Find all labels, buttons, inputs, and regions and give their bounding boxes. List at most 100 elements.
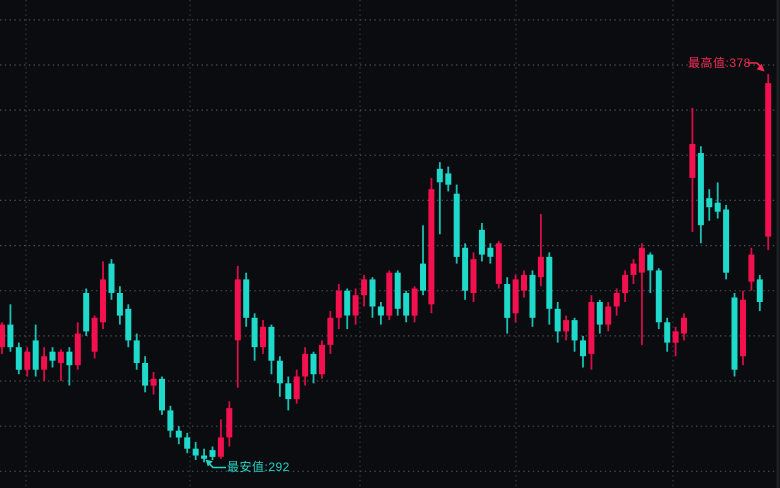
candle-body-up	[428, 189, 435, 305]
candle	[420, 225, 426, 296]
candle	[487, 243, 494, 264]
candle-body-up	[57, 351, 64, 363]
candle	[268, 324, 275, 375]
candle-body-up	[630, 263, 637, 275]
candle	[175, 426, 182, 445]
candle-body-down	[32, 340, 39, 370]
candle	[49, 347, 56, 368]
candle	[731, 293, 738, 377]
candle	[580, 335, 586, 368]
candle	[335, 284, 342, 330]
candle-body-down	[159, 378, 165, 411]
candle-body-up	[638, 247, 645, 273]
candle	[251, 313, 258, 361]
candle	[681, 313, 687, 341]
candle-body-up	[672, 331, 679, 343]
candle	[630, 259, 637, 284]
candle	[24, 347, 31, 377]
candle-body-down	[647, 254, 654, 271]
candle-body-down	[756, 279, 763, 302]
candle	[74, 322, 81, 370]
candle	[319, 340, 325, 379]
candle	[706, 189, 713, 221]
candle-body-up	[740, 299, 746, 357]
candle	[647, 252, 654, 293]
candle	[159, 376, 165, 415]
candle-body-down	[723, 209, 730, 273]
candle	[83, 288, 90, 336]
candle	[689, 107, 696, 232]
candle	[133, 333, 140, 370]
candle	[310, 351, 317, 384]
candle	[276, 356, 283, 397]
candle	[32, 324, 39, 377]
candle-body-up	[748, 254, 755, 282]
lowest-value-annotation: 最安值:292	[227, 460, 290, 474]
candle	[201, 448, 208, 463]
candle	[478, 223, 485, 262]
candle	[7, 304, 14, 352]
candles-layer	[0, 74, 772, 463]
candle-body-down	[453, 193, 460, 257]
candle-body-up	[24, 351, 31, 370]
candle-body-up	[521, 274, 527, 291]
candle-body-up	[689, 144, 696, 178]
candle-body-down	[167, 410, 174, 431]
candle-body-down	[142, 363, 149, 386]
candle	[495, 241, 502, 289]
candle-body-down	[133, 340, 140, 363]
candle-body-up	[512, 279, 519, 314]
candle	[344, 288, 351, 330]
candle	[66, 347, 73, 386]
candle	[0, 322, 5, 354]
candle	[546, 252, 553, 325]
candle	[260, 320, 266, 354]
candle	[428, 177, 435, 314]
candle-body-down	[462, 247, 469, 291]
candle	[226, 401, 233, 447]
candle	[672, 326, 679, 357]
candle	[470, 252, 477, 302]
candle	[116, 286, 123, 325]
candle-body-up	[537, 256, 544, 278]
candle-body-down	[487, 247, 494, 257]
candle-body-down	[731, 297, 738, 370]
candle	[243, 272, 250, 327]
candle	[184, 432, 191, 454]
candle-body-down	[209, 450, 216, 457]
candle-body-down	[571, 320, 578, 341]
candle-body-down	[436, 168, 443, 183]
candle-body-up	[563, 320, 570, 332]
candle-body-up	[335, 290, 342, 318]
candle	[125, 304, 132, 348]
candle	[234, 265, 241, 388]
candle	[150, 372, 157, 395]
candle-body-up	[41, 356, 48, 370]
candle-body-down	[546, 256, 553, 309]
candle	[217, 419, 224, 459]
candle	[664, 317, 671, 352]
candle	[714, 182, 721, 219]
low-arrowhead	[205, 459, 213, 467]
candle	[436, 162, 443, 235]
candle	[622, 270, 629, 302]
annotation-arrows	[205, 62, 765, 469]
candle-body-down	[403, 293, 410, 316]
candle	[57, 349, 64, 381]
candle	[377, 302, 384, 325]
candle-body-up	[352, 295, 359, 316]
candle	[521, 270, 527, 298]
candle-body-down	[116, 293, 123, 316]
candle-body-down	[369, 279, 376, 307]
candle	[91, 315, 98, 359]
candle	[504, 277, 511, 334]
candle	[588, 295, 595, 370]
candle	[765, 74, 772, 251]
candle-body-up	[226, 408, 233, 438]
high-arrowhead	[756, 63, 765, 72]
candle	[638, 243, 645, 345]
candle	[361, 274, 368, 307]
